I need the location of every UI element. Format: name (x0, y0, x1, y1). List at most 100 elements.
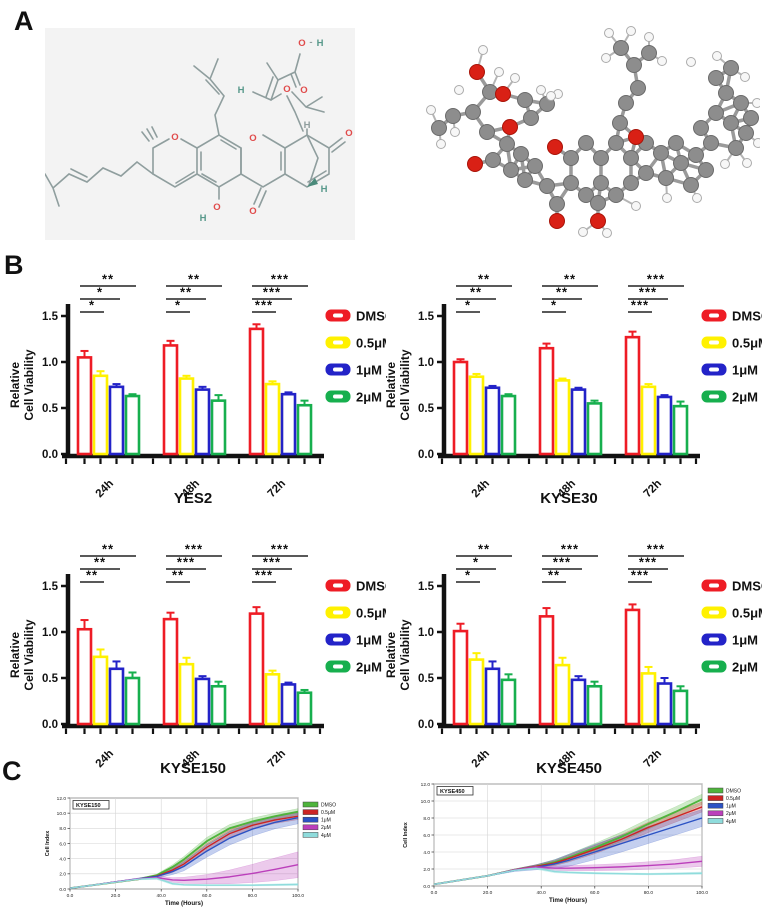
chart-title: KYSE450 (536, 760, 602, 776)
series-line (433, 867, 703, 885)
bar (162, 344, 179, 456)
legend-label: 1μM (356, 363, 382, 378)
atom-label: O (345, 128, 352, 139)
legend-swatch-dash (333, 664, 343, 669)
legend-swatch-dash (709, 313, 719, 318)
carbon-atom (638, 165, 654, 181)
y-axis-label: Relative (384, 362, 398, 408)
bar (570, 388, 587, 456)
bar-chart-yes2: 0.0 0.5 1.0 1.5 Relative Cell Viability 24h 48h… (6, 266, 395, 511)
legend-swatch-dash (709, 610, 719, 615)
y-tick-label: 1.5 (418, 581, 435, 593)
bar (92, 374, 109, 456)
significance-stars: *** (647, 542, 665, 557)
carbon-atom (626, 57, 642, 73)
rtca-chart-kyse450: 0.0 2.0 4.0 6.0 8.0 10.0 12.0 0.0 20.0 40.0 60.0 80… (398, 776, 758, 923)
carbon-atom (578, 135, 594, 151)
carbon-atom (683, 177, 699, 193)
carbon-atom (612, 115, 628, 131)
bar-chart-kyse450: 0.0 0.5 1.0 1.5 Relative Cell Viability 24h 48h… (382, 536, 764, 781)
bar (570, 678, 587, 726)
bar (178, 662, 195, 726)
carbon-atom (590, 195, 606, 211)
hydrogen-atom (752, 98, 762, 108)
bar (500, 678, 517, 726)
hydrogen-atom (753, 138, 763, 148)
y-tick-label: 1.0 (418, 357, 434, 369)
carbon-atom (563, 175, 579, 191)
carbon-atom (618, 95, 634, 111)
carbon-atom (623, 175, 639, 191)
bond-lines (44, 53, 346, 208)
legend-swatch (302, 801, 319, 808)
atom-label: H (317, 38, 324, 49)
significance-stars: ** (478, 272, 490, 287)
y-tick-label: 2.0 (59, 872, 66, 878)
legend-label: 2μM (321, 825, 331, 831)
category-label: 72h (266, 478, 289, 501)
carbon-atom (733, 95, 749, 111)
bar (500, 394, 517, 456)
significance-stars: * (89, 298, 95, 313)
significance-stars: ** (102, 542, 114, 557)
carbon-atom (431, 120, 447, 136)
bar (194, 388, 211, 456)
legend-swatch-dash (709, 394, 719, 399)
bar (586, 402, 603, 456)
chart-title: KYSE450 (440, 789, 465, 795)
hydrogen-atom (662, 193, 672, 203)
stereo-wedge (307, 178, 318, 187)
y-axis-label: Relative (8, 632, 22, 678)
legend-swatch (302, 832, 319, 838)
significance-stars: ** (188, 272, 200, 287)
carbon-atom (653, 145, 669, 161)
panel-c-label: C (2, 756, 22, 786)
y-tick-label: 10.0 (57, 811, 67, 817)
carbon-atom (485, 152, 501, 168)
category-label: 72h (266, 748, 289, 771)
bar (178, 377, 195, 456)
legend-swatch-dash (333, 340, 343, 345)
legend-swatch-dash (333, 313, 343, 318)
significance-stars: *** (185, 542, 203, 557)
x-tick-label: 100.0 (292, 893, 304, 899)
x-tick-label: 40.0 (157, 893, 167, 899)
chart-title: YES2 (174, 490, 212, 506)
y-tick-label: 6.0 (423, 833, 430, 839)
legend-label: 2μM (726, 811, 736, 817)
legend-label: 1μM (726, 804, 736, 810)
legend-swatch-dash (333, 367, 343, 372)
bar (124, 394, 141, 456)
y-tick-label: 0.5 (418, 403, 435, 415)
bar (162, 617, 179, 726)
carbon-atom (693, 120, 709, 136)
carbon-atom (630, 80, 646, 96)
bar (656, 395, 673, 456)
bar (554, 379, 571, 456)
atom-label: O (249, 206, 256, 217)
hydrogen-atom (712, 51, 722, 61)
significance-stars: *** (177, 555, 195, 570)
bar (452, 360, 469, 456)
carbon-atom (549, 196, 565, 212)
legend-label: 0.5μM (726, 796, 740, 802)
hydrogen-atom (631, 201, 641, 211)
carbon-atom (517, 172, 533, 188)
rtca-chart-svg: 0.0 2.0 4.0 6.0 8.0 10.0 12.0 0.0 20.0 40.0 60.0 80… (45, 796, 336, 907)
oxygen-atom (549, 213, 565, 229)
x-tick-label: 40.0 (537, 890, 547, 896)
carbon-atom (688, 147, 704, 163)
significance-stars: *** (561, 542, 579, 557)
legend-label: 2μM (356, 390, 382, 405)
legend-swatch (707, 802, 724, 809)
carbon-atom (698, 162, 714, 178)
legend-label: DMSO (732, 579, 762, 594)
significance-stars: *** (255, 568, 273, 583)
y-tick-label: 0.5 (42, 403, 59, 415)
category-label: 24h (94, 478, 117, 501)
legend-label: 1μM (356, 633, 382, 648)
carbon-atom (517, 92, 533, 108)
